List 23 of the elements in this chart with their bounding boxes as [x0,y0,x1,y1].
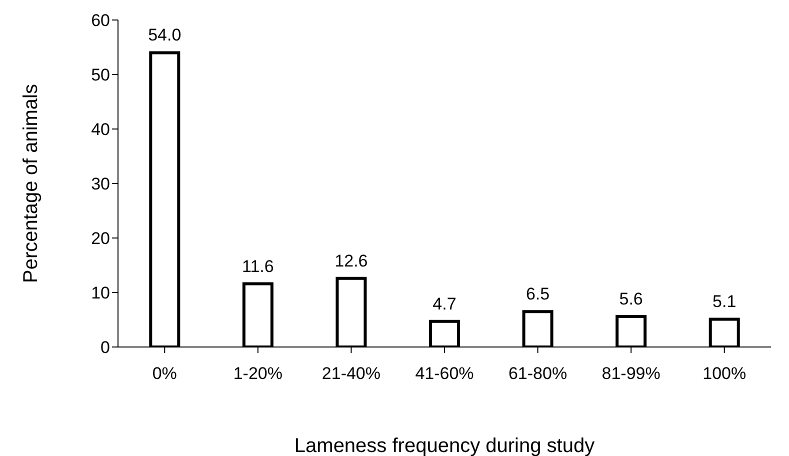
x-tick-label: 41-60% [415,364,474,384]
y-tick-label: 20 [91,229,110,248]
data-label: 4.7 [432,294,456,314]
data-label: 12.6 [334,251,368,270]
y-tick-label: 0 [100,338,110,358]
data-label: 11.6 [242,256,274,276]
y-tick-label: 40 [91,120,110,140]
data-label: 54.0 [148,26,182,45]
x-tick-label: 0% [152,364,177,384]
x-axis-title: Lameness frequency during study [294,435,595,456]
x-tick-label: 21-40% [322,364,381,384]
x-tick-label: 61-80% [508,364,568,384]
y-tick-label: 30 [91,174,110,194]
data-label: 5.1 [712,292,736,312]
y-axis-title: Percentage of animals [20,84,42,284]
x-tick-label: 81-99% [602,364,660,384]
y-tick-label: 60 [91,11,110,30]
x-tick-label: 1-20% [233,364,282,384]
data-label: 5.6 [619,289,643,308]
y-tick-label: 10 [91,284,110,303]
data-label: 6.5 [526,284,550,304]
x-tick-label: 100% [702,364,746,384]
y-tick-label: 50 [91,66,110,85]
